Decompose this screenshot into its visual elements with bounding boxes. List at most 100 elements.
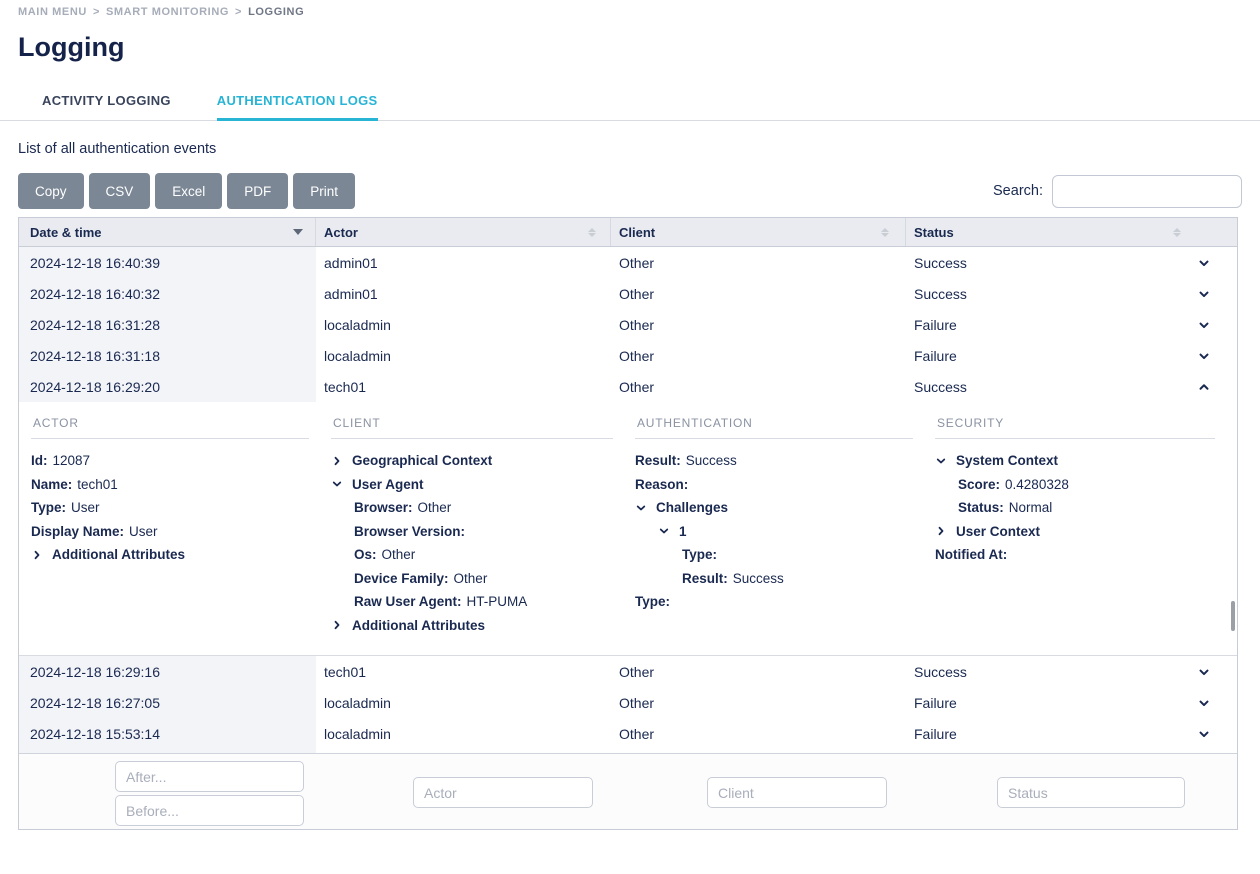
cell-status: Failure (906, 340, 1237, 371)
expandable-node-additional-attributes[interactable]: Additional Attributes (331, 614, 613, 638)
detail-section-title: ACTOR (31, 412, 309, 439)
chevron-down-icon[interactable] (1197, 349, 1211, 363)
filter-before-input[interactable] (115, 795, 304, 826)
cell-status: Success (906, 278, 1237, 309)
filter-client-input[interactable] (707, 777, 887, 808)
auth-logs-table: Date & time Actor Client Status 2024-12-… (18, 217, 1238, 830)
detail-field: Browser Version: (354, 523, 466, 539)
detail-field: Name: tech01 (31, 476, 118, 492)
breadcrumb-separator: > (235, 6, 243, 18)
table-row[interactable]: 2024-12-18 16:27:05 localadmin Other Fai… (19, 687, 1237, 718)
chevron-right-icon (935, 525, 947, 537)
detail-field: Score: 0.4280328 (958, 476, 1069, 492)
cell-status: Failure (906, 687, 1237, 718)
cell-client: Other (619, 663, 655, 680)
cell-date: 2024-12-18 16:40:32 (19, 278, 316, 309)
column-header-actor[interactable]: Actor (316, 218, 611, 246)
toolbar: Copy CSV Excel PDF Print Search: (18, 173, 1242, 209)
expandable-node-user-agent[interactable]: User Agent (331, 473, 613, 497)
cell-actor: localadmin (324, 725, 391, 742)
detail-section-authentication: AUTHENTICATION Result: Success Reason: Ch… (635, 412, 935, 637)
cell-date: 2024-12-18 15:53:14 (19, 718, 316, 749)
detail-section-security: SECURITY System Context Score: 0.4280328 … (935, 412, 1237, 637)
chevron-down-icon (331, 478, 343, 490)
cell-date: 2024-12-18 16:40:39 (19, 247, 316, 278)
column-header-date[interactable]: Date & time (19, 218, 316, 246)
chevron-right-icon (331, 455, 343, 467)
search-input[interactable] (1052, 174, 1242, 208)
pdf-button[interactable]: PDF (227, 173, 289, 209)
breadcrumb-item-main-menu[interactable]: MAIN MENU (18, 6, 87, 18)
column-header-client[interactable]: Client (611, 218, 906, 246)
detail-field: Os: Other (354, 547, 416, 563)
detail-field: Status: Normal (958, 500, 1053, 516)
table-row[interactable]: 2024-12-18 16:31:18 localadmin Other Fai… (19, 340, 1237, 371)
cell-actor: admin01 (324, 285, 378, 302)
row-detail-panel: ACTOR Id: 12087 Name: tech01 Type: User Dis… (19, 402, 1237, 656)
breadcrumb-item-logging: LOGGING (248, 6, 305, 18)
column-header-date-label: Date & time (30, 224, 102, 240)
column-header-client-label: Client (619, 224, 656, 240)
cell-client: Other (619, 316, 655, 333)
detail-field: Result: Success (682, 570, 784, 586)
excel-button[interactable]: Excel (155, 173, 223, 209)
expandable-node-geographical-context[interactable]: Geographical Context (331, 449, 613, 473)
chevron-down-icon[interactable] (1197, 727, 1211, 741)
chevron-down-icon[interactable] (1197, 256, 1211, 270)
detail-section-title: CLIENT (331, 412, 613, 439)
table-header-row: Date & time Actor Client Status (19, 218, 1237, 247)
sort-descending-icon (293, 229, 303, 235)
detail-field: Display Name: User (31, 523, 158, 539)
print-button[interactable]: Print (293, 173, 356, 209)
column-header-status[interactable]: Status (906, 218, 1237, 246)
breadcrumb-item-smart-monitoring[interactable]: SMART MONITORING (105, 6, 230, 18)
table-row[interactable]: 2024-12-18 15:53:14 localadmin Other Fai… (19, 718, 1237, 749)
chevron-down-icon[interactable] (1197, 696, 1211, 710)
chevron-right-icon (31, 549, 43, 561)
detail-field: Reason: (635, 476, 689, 492)
csv-button[interactable]: CSV (88, 173, 151, 209)
sort-inactive-icon (1173, 227, 1181, 237)
expandable-node-challenge-1[interactable]: 1 (635, 520, 913, 544)
cell-actor: localadmin (324, 316, 391, 333)
cell-actor: localadmin (324, 694, 391, 711)
chevron-down-icon[interactable] (1197, 287, 1211, 301)
page-title: Logging (18, 32, 125, 62)
chevron-right-icon (331, 619, 343, 631)
expandable-node-system-context[interactable]: System Context (935, 449, 1215, 473)
chevron-up-icon[interactable] (1197, 380, 1211, 394)
tab-authentication-logs[interactable]: AUTHENTICATION LOGS (216, 85, 378, 121)
filter-status-input[interactable] (997, 777, 1185, 808)
cell-actor: tech01 (324, 663, 367, 680)
filter-actor-input[interactable] (413, 777, 593, 808)
copy-button[interactable]: Copy (18, 173, 84, 209)
filter-after-input[interactable] (115, 761, 304, 792)
chevron-down-icon[interactable] (1197, 318, 1211, 332)
cell-status: Success (906, 247, 1237, 278)
chevron-down-icon[interactable] (1197, 665, 1211, 679)
detail-field: Type: (682, 547, 718, 563)
cell-actor: admin01 (324, 254, 378, 271)
chevron-down-icon (635, 502, 647, 514)
detail-section-title: SECURITY (935, 412, 1215, 439)
cell-client: Other (619, 378, 655, 395)
chevron-down-icon (935, 455, 947, 467)
cell-actor: tech01 (324, 378, 367, 395)
table-row[interactable]: 2024-12-18 16:40:39 admin01 Other Succes… (19, 247, 1237, 278)
expandable-node-additional-attributes[interactable]: Additional Attributes (31, 543, 309, 567)
expandable-node-challenges[interactable]: Challenges (635, 496, 913, 520)
expandable-node-user-context[interactable]: User Context (935, 520, 1215, 544)
cell-date: 2024-12-18 16:29:16 (19, 656, 316, 687)
cell-date: 2024-12-18 16:31:28 (19, 309, 316, 340)
table-row[interactable]: 2024-12-18 16:40:32 admin01 Other Succes… (19, 278, 1237, 309)
detail-field: Notified At: (935, 547, 1008, 563)
cell-status: Success (906, 656, 1237, 687)
table-body: 2024-12-18 16:40:39 admin01 Other Succes… (19, 247, 1237, 754)
tab-activity-logging[interactable]: ACTIVITY LOGGING (42, 93, 171, 108)
column-header-status-label: Status (914, 224, 954, 240)
table-row-expanded[interactable]: 2024-12-18 16:29:20 tech01 Other Success (19, 371, 1237, 402)
table-row[interactable]: 2024-12-18 16:31:28 localadmin Other Fai… (19, 309, 1237, 340)
table-row[interactable]: 2024-12-18 16:29:16 tech01 Other Success (19, 656, 1237, 687)
sort-inactive-icon (588, 227, 596, 237)
vertical-scrollbar-thumb[interactable] (1231, 601, 1235, 631)
